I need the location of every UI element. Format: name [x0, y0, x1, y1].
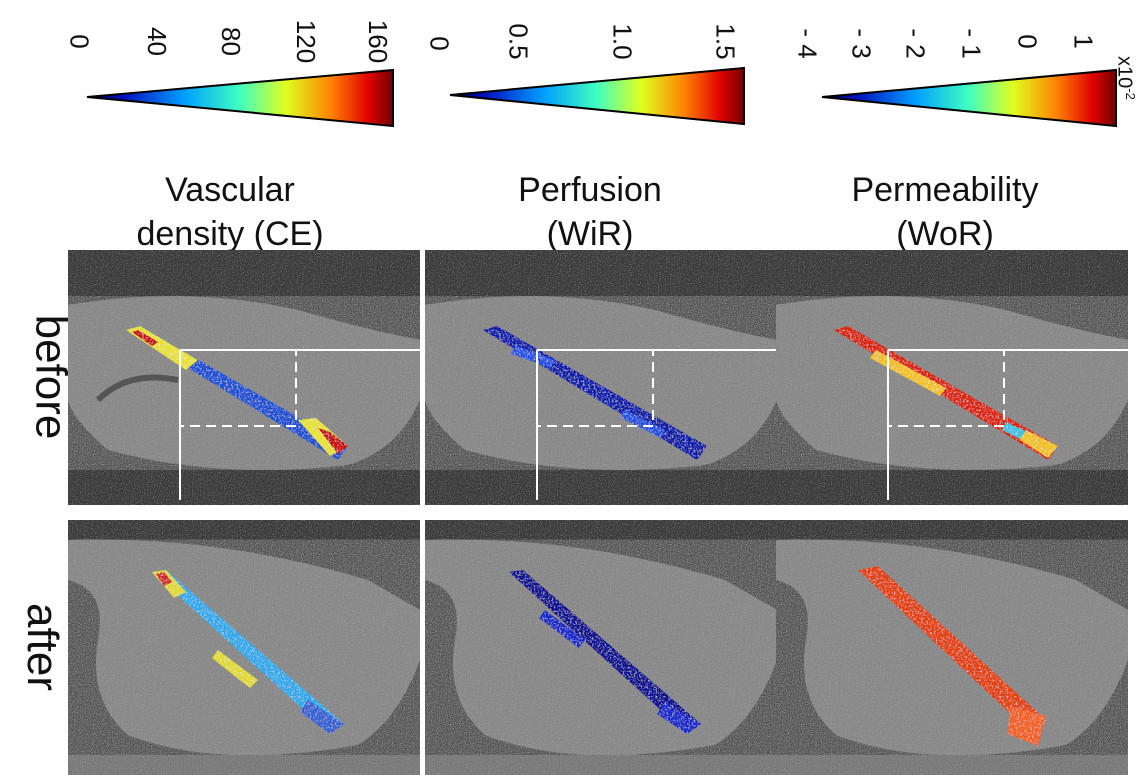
- title-line1: Vascular: [165, 171, 295, 209]
- panel-after-perfusion: [425, 520, 777, 775]
- tick-ce-160: 160: [363, 19, 394, 64]
- tick-wor-0: 0: [1012, 34, 1043, 49]
- tick-wor-m3: - 3: [846, 28, 877, 59]
- tick-ce-80: 80: [215, 27, 246, 56]
- tick-wir-0.5: 0.5: [503, 23, 534, 60]
- title-permeability: Permeability (WoR): [775, 168, 1115, 256]
- panel-before-permeability: [776, 250, 1128, 505]
- mri-slice: [68, 520, 420, 775]
- tick-wir-1.0: 1.0: [607, 23, 638, 60]
- mri-slice: [776, 520, 1128, 775]
- tick-ce-40: 40: [141, 27, 172, 56]
- panel-after-vascular-density: [68, 520, 420, 775]
- exponent-label: x10-2: [1112, 56, 1138, 100]
- title-line2: (WiR): [546, 215, 634, 253]
- mri-slice: [776, 250, 1128, 505]
- tick-wor-m1: - 1: [956, 28, 987, 59]
- colorbar-permeability: [821, 68, 1117, 128]
- tick-ce-120: 120: [291, 19, 322, 64]
- tick-wor-m4: - 4: [792, 28, 823, 59]
- panel-before-perfusion: [425, 250, 777, 505]
- row-label-after: after: [18, 602, 68, 692]
- tick-wor-m2: - 2: [900, 28, 931, 59]
- colorbar-vascular-density: [86, 68, 394, 128]
- tick-ce-0: 0: [64, 34, 95, 49]
- title-line1: Perfusion: [518, 171, 662, 209]
- mri-slice: [68, 250, 420, 505]
- title-line2: density (CE): [136, 215, 324, 253]
- mri-slice: [425, 520, 777, 775]
- exponent-base: x10: [1113, 56, 1136, 89]
- tick-wor-1: 1: [1068, 34, 1099, 49]
- tick-wir-1.5: 1.5: [710, 23, 741, 60]
- title-perfusion: Perfusion (WiR): [420, 168, 760, 256]
- colorbar-perfusion: [449, 66, 745, 126]
- exponent-power: -2: [1123, 88, 1138, 100]
- panel-before-vascular-density: [68, 250, 420, 505]
- title-line2: (WoR): [896, 215, 994, 253]
- title-vascular-density: Vascular density (CE): [60, 168, 400, 256]
- mri-slice: [425, 250, 777, 505]
- tick-wir-0: 0: [424, 36, 455, 51]
- title-line1: Permeability: [851, 171, 1039, 209]
- panel-after-permeability: [776, 520, 1128, 775]
